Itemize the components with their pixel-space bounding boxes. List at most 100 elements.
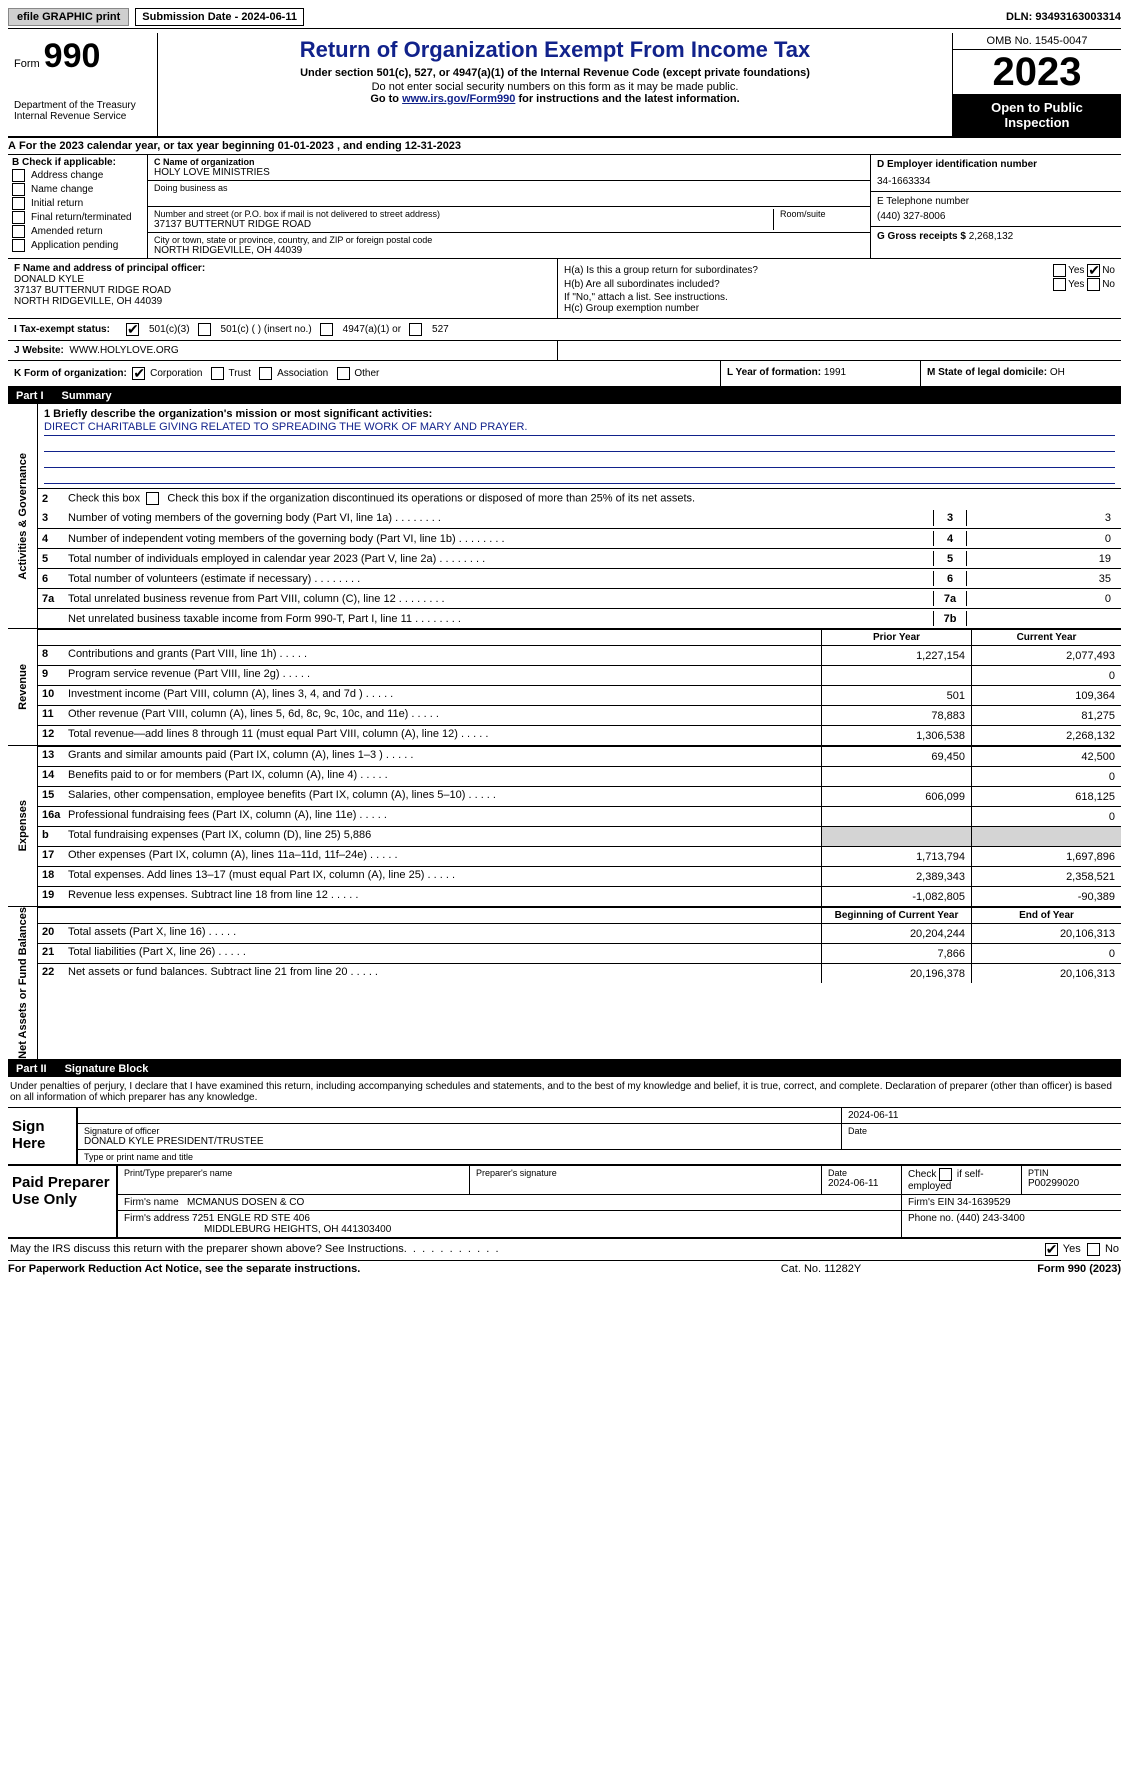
summary-line-5: 5Total number of individuals employed in… — [38, 548, 1121, 568]
checkbox-501c[interactable] — [198, 323, 211, 336]
irs-link[interactable]: www.irs.gov/Form990 — [402, 93, 515, 105]
paid-preparer-block: Paid Preparer Use Only Print/Type prepar… — [8, 1166, 1121, 1239]
summary-line-3: 3Number of voting members of the governi… — [38, 508, 1121, 528]
checkbox-name-change[interactable] — [12, 183, 25, 196]
checkbox-hb-no[interactable] — [1087, 278, 1100, 291]
perjury-statement: Under penalties of perjury, I declare th… — [8, 1077, 1121, 1108]
ptin-value: P00299020 — [1028, 1178, 1115, 1189]
checkbox-self-employed[interactable] — [939, 1168, 952, 1181]
l-label: L Year of formation: — [727, 367, 821, 378]
summary-line-12: 12Total revenue—add lines 8 through 11 (… — [38, 725, 1121, 745]
summary-line-17: 17Other expenses (Part IX, column (A), l… — [38, 846, 1121, 866]
box-b-header: B Check if applicable: — [12, 157, 143, 168]
checkbox-corp[interactable] — [132, 367, 145, 380]
checkbox-initial-return[interactable] — [12, 197, 25, 210]
prep-sig-lbl: Preparer's signature — [476, 1168, 815, 1178]
summary-line-9: 9Program service revenue (Part VIII, lin… — [38, 665, 1121, 685]
checkbox-ha-yes[interactable] — [1053, 264, 1066, 277]
sign-here-block: Sign Here 2024-06-11 Signature of office… — [8, 1108, 1121, 1166]
side-label-rev: Revenue — [17, 664, 29, 710]
summary-line-13: 13Grants and similar amounts paid (Part … — [38, 746, 1121, 766]
org-name: HOLY LOVE MINISTRIES — [154, 167, 864, 178]
goto-pre: Go to — [370, 93, 402, 105]
phone-value: (440) 327-8006 — [877, 211, 1115, 222]
checkbox-amended[interactable] — [12, 225, 25, 238]
form-header: Form 990 Department of the Treasury Inte… — [8, 33, 1121, 138]
revenue-section: Revenue Prior Year Current Year 8Contrib… — [8, 629, 1121, 746]
state-domicile: OH — [1050, 367, 1065, 378]
type-name-label: Type or print name and title — [78, 1150, 1121, 1164]
cb-label: Application pending — [31, 240, 118, 251]
checkbox-final-return[interactable] — [12, 211, 25, 224]
catalog-number: Cat. No. 11282Y — [721, 1263, 921, 1275]
entity-section: B Check if applicable: Address change Na… — [8, 155, 1121, 259]
mission-label: 1 Briefly describe the organization's mi… — [44, 408, 1115, 420]
summary-line-14: 14Benefits paid to or for members (Part … — [38, 766, 1121, 786]
row-j: J Website: WWW.HOLYLOVE.ORG — [8, 341, 1121, 361]
cb-label: Name change — [31, 184, 93, 195]
i-label: I Tax-exempt status: — [14, 324, 118, 335]
checkbox-527[interactable] — [409, 323, 422, 336]
form-number: 990 — [44, 37, 101, 76]
summary-line-11: 11Other revenue (Part VIII, column (A), … — [38, 705, 1121, 725]
org-name-label: C Name of organization — [154, 157, 864, 167]
checkbox-discontinued[interactable] — [146, 492, 159, 505]
checkbox-hb-yes[interactable] — [1053, 278, 1066, 291]
page-footer: For Paperwork Reduction Act Notice, see … — [8, 1261, 1121, 1277]
website-value: WWW.HOLYLOVE.ORG — [69, 345, 178, 356]
dln: DLN: 93493163003314 — [1006, 11, 1121, 23]
summary-line-19: 19Revenue less expenses. Subtract line 1… — [38, 886, 1121, 906]
net-assets-section: Net Assets or Fund Balances Beginning of… — [8, 907, 1121, 1061]
checkbox-discuss-yes[interactable] — [1045, 1243, 1058, 1256]
hb-note: If "No," attach a list. See instructions… — [564, 292, 1115, 303]
checkbox-501c3[interactable] — [126, 323, 139, 336]
col-beginning: Beginning of Current Year — [821, 908, 971, 923]
paid-preparer-label: Paid Preparer Use Only — [8, 1166, 118, 1237]
room-label: Room/suite — [780, 209, 864, 219]
cb-label: Final return/terminated — [31, 212, 132, 223]
dba-label: Doing business as — [154, 183, 864, 193]
part-title: Summary — [62, 390, 112, 402]
side-label-na: Net Assets or Fund Balances — [17, 907, 29, 1059]
checkbox-ha-no[interactable] — [1087, 264, 1100, 277]
hc-label: H(c) Group exemption number — [564, 303, 1115, 314]
city-state-zip: NORTH RIDGEVILLE, OH 44039 — [154, 245, 864, 256]
irs-discuss-row: May the IRS discuss this return with the… — [8, 1239, 1121, 1261]
line2-text: Check this box Check this box if the org… — [68, 492, 1117, 505]
part-number: Part II — [16, 1063, 47, 1075]
summary-line-8: 8Contributions and grants (Part VIII, li… — [38, 645, 1121, 665]
firm-addr2: MIDDLEBURG HEIGHTS, OH 441303400 — [124, 1224, 895, 1235]
ein-label: D Employer identification number — [877, 159, 1115, 170]
checkbox-app-pending[interactable] — [12, 239, 25, 252]
checkbox-address-change[interactable] — [12, 169, 25, 182]
phone-label: E Telephone number — [877, 196, 1115, 207]
part2-header: Part II Signature Block — [8, 1061, 1121, 1077]
summary-line-18: 18Total expenses. Add lines 13–17 (must … — [38, 866, 1121, 886]
summary-line-16a: 16aProfessional fundraising fees (Part I… — [38, 806, 1121, 826]
officer-signature: DONALD KYLE PRESIDENT/TRUSTEE — [84, 1136, 835, 1147]
hb-label: H(b) Are all subordinates included? — [564, 279, 1053, 290]
top-bar: efile GRAPHIC print Submission Date - 20… — [8, 8, 1121, 29]
checkbox-discuss-no[interactable] — [1087, 1243, 1100, 1256]
cb-label: Address change — [31, 170, 103, 181]
form-word: Form — [14, 58, 40, 70]
gross-receipts-label: G Gross receipts $ — [877, 231, 966, 242]
firm-name: MCMANUS DOSEN & CO — [187, 1197, 304, 1208]
checkbox-other[interactable] — [337, 367, 350, 380]
ha-label: H(a) Is this a group return for subordin… — [564, 265, 1053, 276]
summary-line-4: 4Number of independent voting members of… — [38, 528, 1121, 548]
firm-phone: (440) 243-3400 — [956, 1213, 1024, 1224]
summary-line-15: 15Salaries, other compensation, employee… — [38, 786, 1121, 806]
form-title: Return of Organization Exempt From Incom… — [166, 37, 944, 63]
cb-label: Amended return — [31, 226, 103, 237]
summary-line-7b: Net unrelated business taxable income fr… — [38, 608, 1121, 628]
officer-addr1: 37137 BUTTERNUT RIDGE ROAD — [14, 285, 551, 296]
gross-receipts-value: 2,268,132 — [969, 231, 1014, 242]
checkbox-4947[interactable] — [320, 323, 333, 336]
form-number-footer: Form 990 (2023) — [921, 1263, 1121, 1275]
omb-number: OMB No. 1545-0047 — [953, 33, 1121, 50]
efile-print-button[interactable]: efile GRAPHIC print — [8, 8, 129, 26]
sign-date: 2024-06-11 — [841, 1108, 1121, 1123]
checkbox-trust[interactable] — [211, 367, 224, 380]
checkbox-assoc[interactable] — [259, 367, 272, 380]
